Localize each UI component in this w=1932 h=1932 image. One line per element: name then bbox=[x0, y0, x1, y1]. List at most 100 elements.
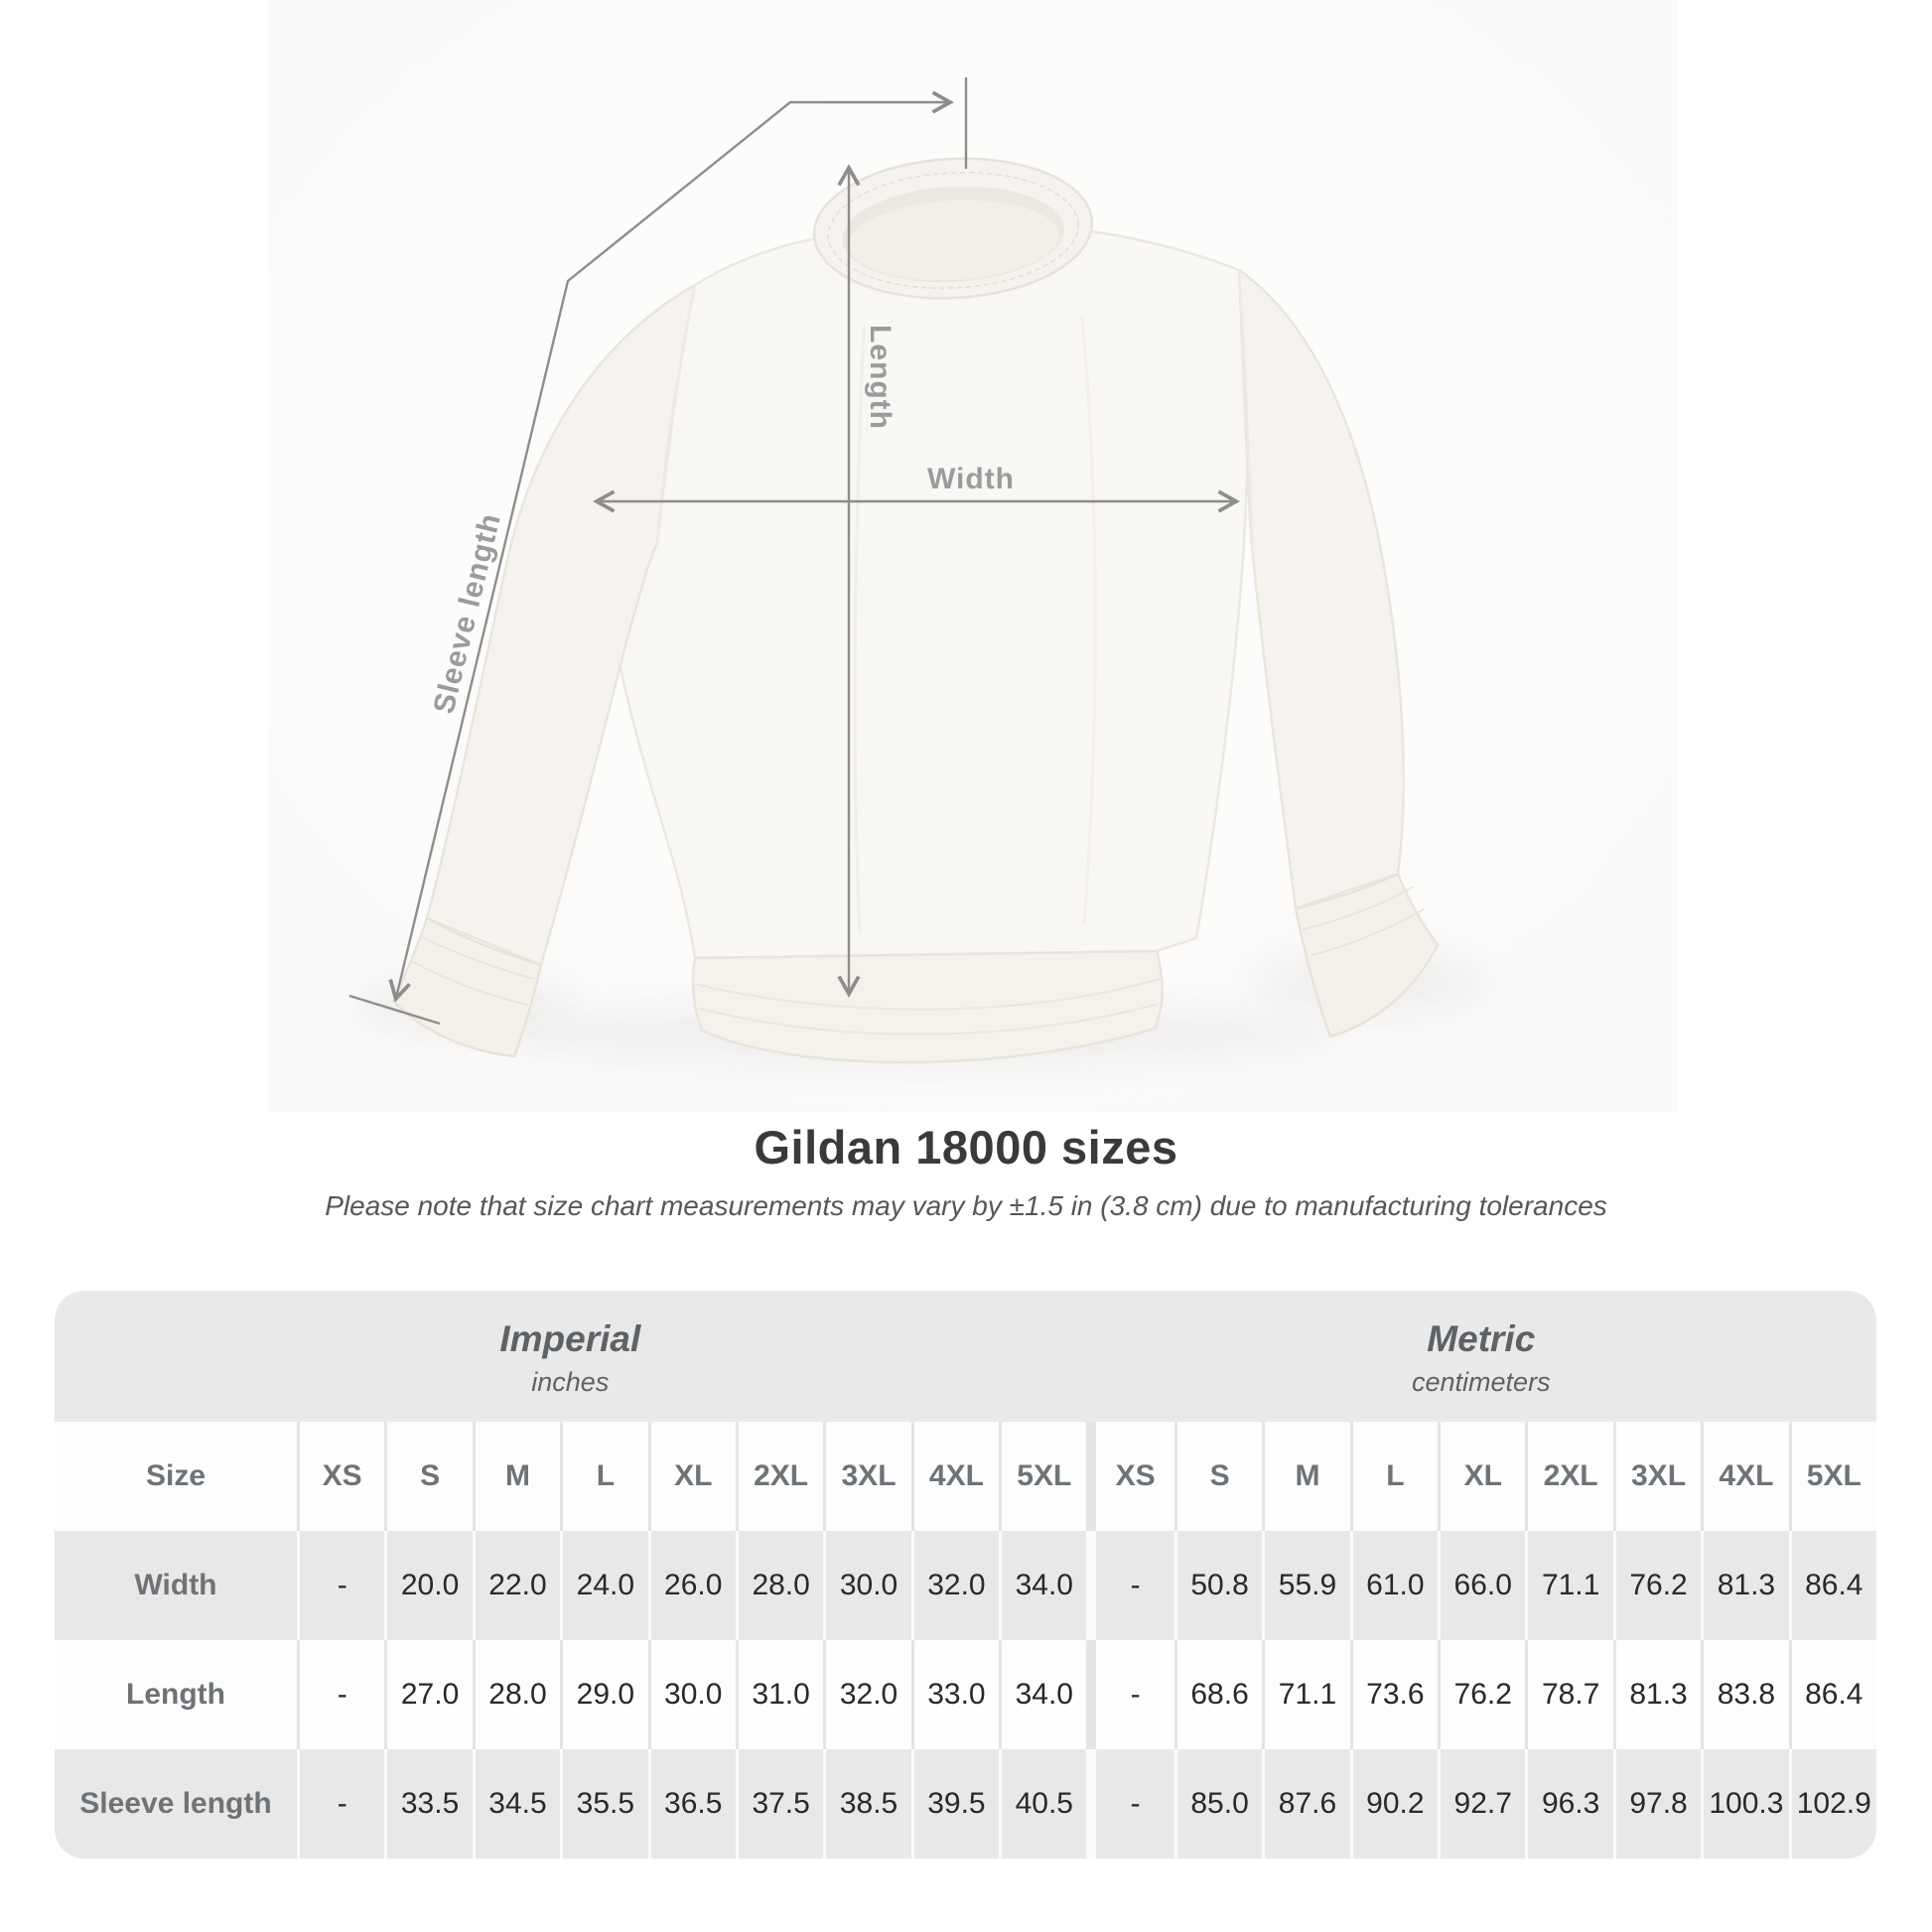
value-metric-xl: 76.2 bbox=[1438, 1640, 1525, 1749]
unit-group-metric-name: Metric bbox=[1427, 1318, 1536, 1360]
row-label: Length bbox=[126, 1678, 225, 1711]
unit-group-band: Imperial inches Metric centimeters bbox=[55, 1291, 1876, 1422]
value-imperial-2xl: 37.5 bbox=[735, 1749, 823, 1859]
size-col-metric-xs: XS bbox=[1086, 1422, 1173, 1531]
value-metric-xs: - bbox=[1086, 1531, 1173, 1640]
size-col-imperial-2xl: 2XL bbox=[735, 1422, 823, 1531]
value-imperial-l: 35.5 bbox=[560, 1749, 647, 1859]
product-measurement-figure: Length Width Sleeve length bbox=[268, 0, 1678, 1112]
value-metric-3xl: 97.8 bbox=[1612, 1749, 1701, 1859]
value-metric-2xl: 78.7 bbox=[1525, 1640, 1612, 1749]
size-col-imperial-4xl: 4XL bbox=[910, 1422, 999, 1531]
value-metric-5xl: 86.4 bbox=[1788, 1640, 1876, 1749]
size-col-imperial-xl: XL bbox=[647, 1422, 736, 1531]
measurement-row-length: Length -27.0 28.0 29.0 30.0 31.0 32.0 33.0 34.0-… bbox=[55, 1640, 1876, 1749]
value-imperial-5xl: 40.5 bbox=[999, 1749, 1086, 1859]
value-metric-4xl: 100.3 bbox=[1701, 1749, 1788, 1859]
unit-group-imperial-unit: inches bbox=[531, 1366, 610, 1397]
value-metric-m: 71.1 bbox=[1262, 1640, 1349, 1749]
size-col-imperial-xs: XS bbox=[297, 1422, 384, 1531]
value-metric-xl: 66.0 bbox=[1438, 1531, 1525, 1640]
size-chart-title: Gildan 18000 sizes bbox=[754, 1121, 1178, 1173]
row-label: Sleeve length bbox=[79, 1787, 272, 1820]
value-imperial-s: 20.0 bbox=[384, 1531, 472, 1640]
value-imperial-s: 27.0 bbox=[384, 1640, 472, 1749]
value-metric-3xl: 81.3 bbox=[1612, 1640, 1701, 1749]
value-metric-4xl: 83.8 bbox=[1701, 1640, 1788, 1749]
size-table-rows: Size XS S M L XL 2XL 3XL 4XL 5XL XS S M L XL 2XL 3XL 4XL 5… bbox=[55, 1422, 1876, 1859]
measurement-annotations bbox=[348, 77, 1240, 1026]
title-block: Gildan 18000 sizes Please note that size… bbox=[0, 1120, 1932, 1222]
measurement-row-sleeve-length: Sleeve length -33.5 34.5 35.5 36.5 37.5 38.5 39… bbox=[55, 1749, 1876, 1859]
length-label: Length bbox=[864, 325, 897, 430]
size-corner-header: Size bbox=[145, 1459, 207, 1492]
value-metric-l: 90.2 bbox=[1349, 1749, 1438, 1859]
row-label: Width bbox=[134, 1569, 217, 1601]
value-imperial-xs: - bbox=[297, 1640, 384, 1749]
value-imperial-5xl: 34.0 bbox=[999, 1531, 1086, 1640]
width-label: Width bbox=[927, 463, 1015, 495]
value-imperial-4xl: 33.0 bbox=[910, 1640, 999, 1749]
size-col-metric-3xl: 3XL bbox=[1612, 1422, 1701, 1531]
value-imperial-l: 29.0 bbox=[560, 1640, 647, 1749]
size-col-imperial-l: L bbox=[560, 1422, 647, 1531]
value-metric-4xl: 81.3 bbox=[1701, 1531, 1788, 1640]
sleeve-length-arrow bbox=[388, 90, 954, 1003]
value-imperial-l: 24.0 bbox=[560, 1531, 647, 1640]
unit-group-metric: Metric centimeters bbox=[1086, 1291, 1876, 1422]
size-col-metric-m: M bbox=[1262, 1422, 1349, 1531]
unit-group-metric-unit: centimeters bbox=[1412, 1366, 1551, 1397]
value-imperial-3xl: 30.0 bbox=[823, 1531, 910, 1640]
size-col-imperial-3xl: 3XL bbox=[823, 1422, 910, 1531]
sleeve-length-tick-bottom bbox=[348, 994, 441, 1026]
value-metric-m: 55.9 bbox=[1262, 1531, 1349, 1640]
value-imperial-3xl: 38.5 bbox=[823, 1749, 910, 1859]
sweatshirt-figure-svg: Length Width Sleeve length bbox=[268, 0, 1678, 1112]
value-imperial-xs: - bbox=[297, 1749, 384, 1859]
value-imperial-4xl: 32.0 bbox=[910, 1531, 999, 1640]
value-metric-xs: - bbox=[1086, 1749, 1173, 1859]
value-imperial-m: 28.0 bbox=[472, 1640, 560, 1749]
value-metric-3xl: 76.2 bbox=[1612, 1531, 1701, 1640]
value-imperial-4xl: 39.5 bbox=[910, 1749, 999, 1859]
value-imperial-xs: - bbox=[297, 1531, 384, 1640]
value-imperial-2xl: 31.0 bbox=[735, 1640, 823, 1749]
size-col-metric-2xl: 2XL bbox=[1525, 1422, 1612, 1531]
value-metric-l: 73.6 bbox=[1349, 1640, 1438, 1749]
unit-group-imperial: Imperial inches bbox=[55, 1291, 1086, 1422]
size-col-metric-xl: XL bbox=[1438, 1422, 1525, 1531]
size-col-imperial-s: S bbox=[384, 1422, 472, 1531]
value-metric-5xl: 102.9 bbox=[1788, 1749, 1876, 1859]
size-chart-note: Please note that size chart measurements… bbox=[325, 1190, 1607, 1221]
value-imperial-s: 33.5 bbox=[384, 1749, 472, 1859]
value-imperial-m: 22.0 bbox=[472, 1531, 560, 1640]
size-col-metric-s: S bbox=[1173, 1422, 1262, 1531]
value-imperial-xl: 36.5 bbox=[647, 1749, 736, 1859]
value-metric-s: 68.6 bbox=[1173, 1640, 1262, 1749]
size-col-imperial-m: M bbox=[472, 1422, 560, 1531]
value-metric-xl: 92.7 bbox=[1438, 1749, 1525, 1859]
value-imperial-xl: 26.0 bbox=[647, 1531, 736, 1640]
value-imperial-m: 34.5 bbox=[472, 1749, 560, 1859]
measurement-row-width: Width -20.0 22.0 24.0 26.0 28.0 30.0 32.0 34.0-5… bbox=[55, 1531, 1876, 1640]
size-col-metric-l: L bbox=[1349, 1422, 1438, 1531]
value-imperial-2xl: 28.0 bbox=[735, 1531, 823, 1640]
size-col-metric-4xl: 4XL bbox=[1701, 1422, 1788, 1531]
size-table: Imperial inches Metric centimeters Size X… bbox=[55, 1291, 1876, 1859]
value-imperial-3xl: 32.0 bbox=[823, 1640, 910, 1749]
size-header-row: Size XS S M L XL 2XL 3XL 4XL 5XL XS S M L XL 2XL 3XL 4XL 5… bbox=[55, 1422, 1876, 1531]
unit-group-imperial-name: Imperial bbox=[499, 1318, 641, 1360]
value-metric-l: 61.0 bbox=[1349, 1531, 1438, 1640]
value-metric-s: 85.0 bbox=[1173, 1749, 1262, 1859]
value-metric-2xl: 96.3 bbox=[1525, 1749, 1612, 1859]
size-col-imperial-5xl: 5XL bbox=[999, 1422, 1086, 1531]
size-col-metric-5xl: 5XL bbox=[1788, 1422, 1876, 1531]
value-imperial-xl: 30.0 bbox=[647, 1640, 736, 1749]
value-imperial-5xl: 34.0 bbox=[999, 1640, 1086, 1749]
value-metric-s: 50.8 bbox=[1173, 1531, 1262, 1640]
value-metric-2xl: 71.1 bbox=[1525, 1531, 1612, 1640]
value-metric-xs: - bbox=[1086, 1640, 1173, 1749]
value-metric-m: 87.6 bbox=[1262, 1749, 1349, 1859]
value-metric-5xl: 86.4 bbox=[1788, 1531, 1876, 1640]
